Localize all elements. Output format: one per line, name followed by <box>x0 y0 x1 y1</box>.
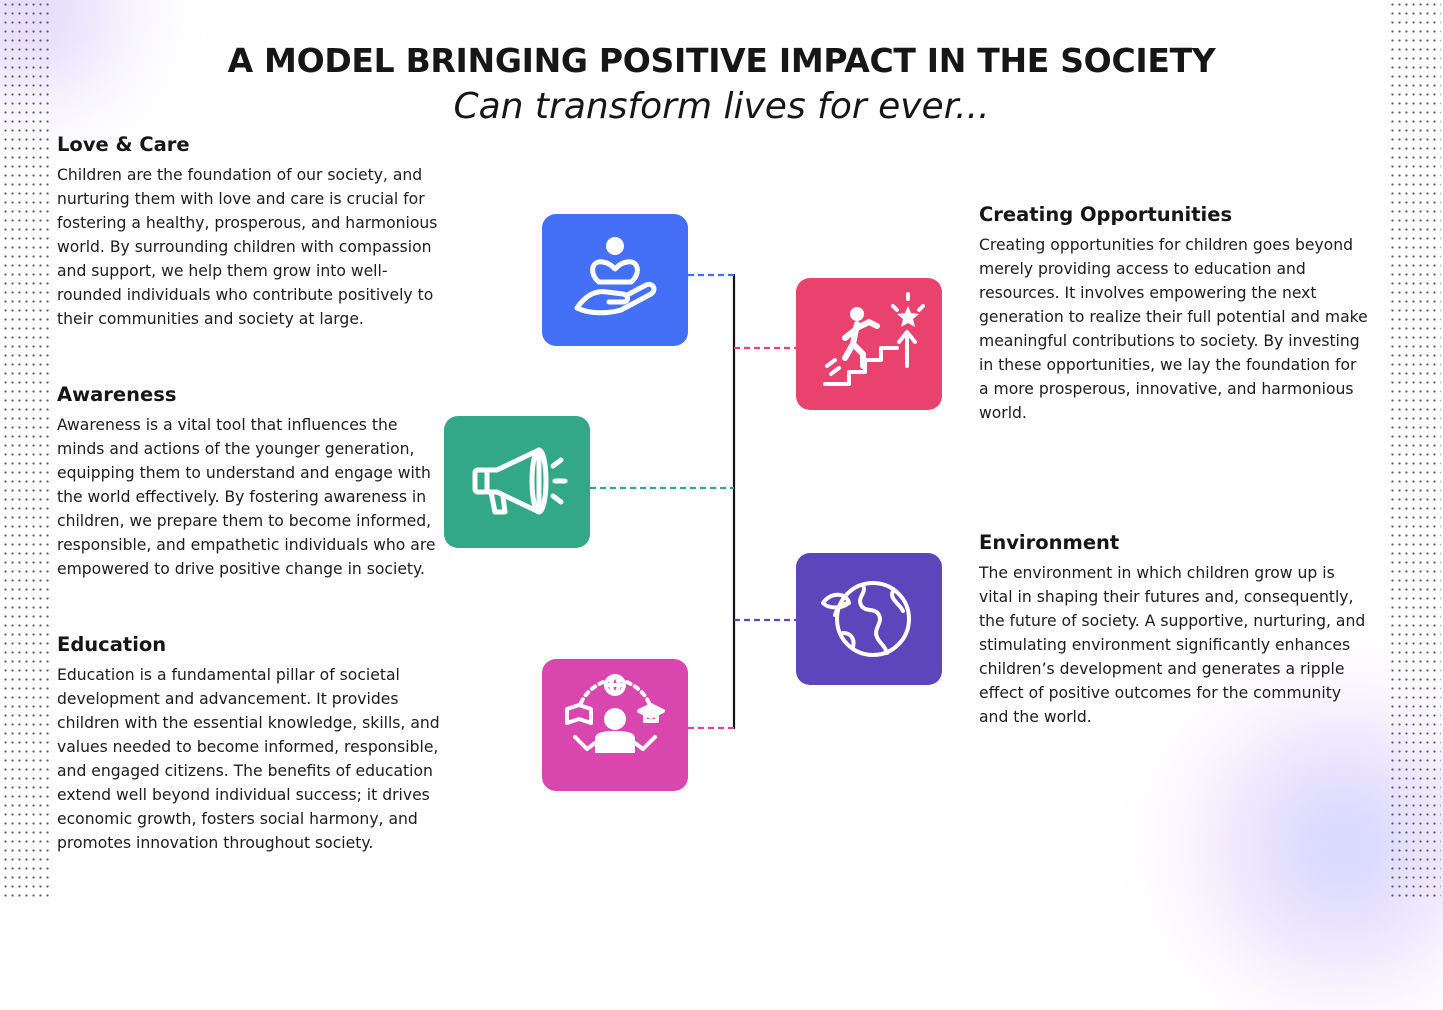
climbing-stairs-icon <box>823 292 925 386</box>
section-title-love-care: Love & Care <box>57 133 190 156</box>
section-body-love-care: Children are the foundation of our socie… <box>57 166 438 328</box>
tile-education <box>542 659 688 791</box>
header: A MODEL BRINGING POSITIVE IMPACT IN THE … <box>0 38 1443 130</box>
tile-environment <box>796 553 942 685</box>
section-title-education: Education <box>57 633 167 656</box>
tile-awareness <box>444 416 590 548</box>
section-awareness: Awareness Awareness is a vital tool that… <box>57 383 447 581</box>
connector-lines <box>590 273 796 730</box>
tile-love-care <box>542 214 688 346</box>
section-body-education: Education is a fundamental pillar of soc… <box>57 666 440 852</box>
section-title-awareness: Awareness <box>57 383 177 406</box>
section-title-creating-opportunities: Creating Opportunities <box>979 203 1233 226</box>
megaphone-icon <box>472 447 568 515</box>
globe-leaf-icon <box>821 581 911 657</box>
page-subtitle: Can transform lives for ever... <box>453 86 990 127</box>
section-title-environment: Environment <box>979 531 1120 554</box>
section-love-care: Love & Care Children are the foundation … <box>57 133 447 331</box>
section-body-awareness: Awareness is a vital tool that influence… <box>57 416 436 578</box>
student-juggling-icon <box>565 674 665 753</box>
section-body-creating-opportunities: Creating opportunities for children goes… <box>979 236 1368 422</box>
page-title: A MODEL BRINGING POSITIVE IMPACT IN THE … <box>227 41 1216 80</box>
section-environment: Environment The environment in which chi… <box>979 531 1369 729</box>
hand-holding-person-icon <box>574 237 657 316</box>
section-body-environment: The environment in which children grow u… <box>979 564 1366 726</box>
tile-creating-opportunities <box>796 278 942 410</box>
section-education: Education Education is a fundamental pil… <box>57 633 447 855</box>
section-creating-opportunities: Creating Opportunities Creating opportun… <box>979 203 1369 425</box>
